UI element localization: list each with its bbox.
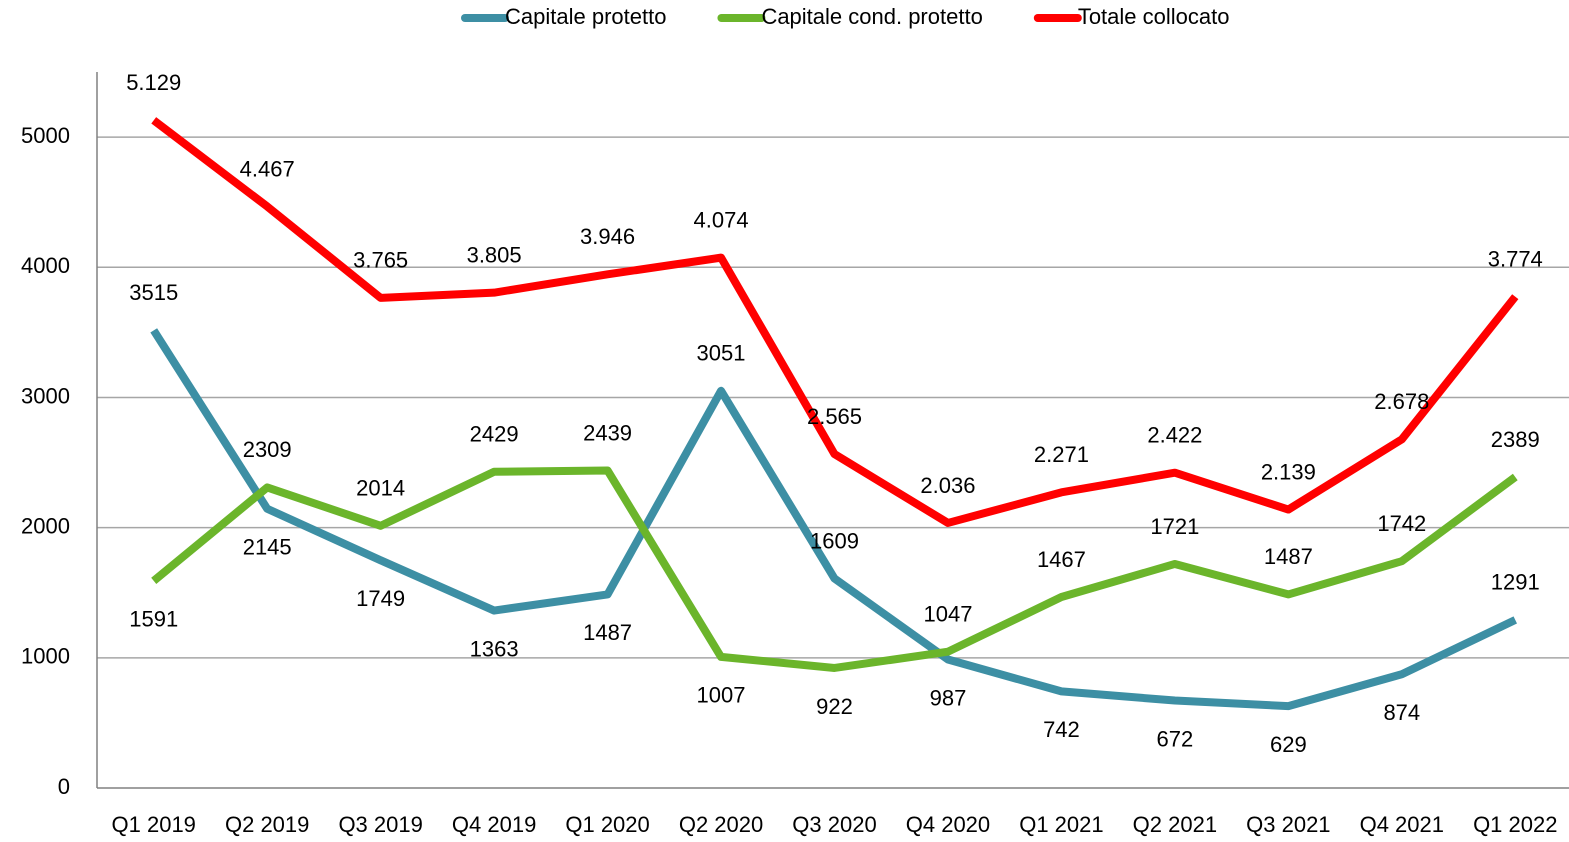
data-label: 1591 [129, 607, 178, 632]
data-label: 3.774 [1488, 247, 1543, 272]
x-tick-label: Q1 2019 [112, 812, 196, 837]
legend-label: Capitale protetto [505, 4, 666, 29]
legend-label: Capitale cond. protetto [761, 4, 982, 29]
series-line [151, 117, 1519, 527]
x-tick-label: Q3 2020 [792, 812, 876, 837]
data-label: 3515 [129, 280, 178, 305]
y-tick-label: 3000 [21, 383, 70, 408]
data-label: 1363 [470, 636, 519, 661]
data-label: 2.271 [1034, 442, 1089, 467]
x-tick-label: Q1 2021 [1019, 812, 1103, 837]
data-label: 3.946 [580, 224, 635, 249]
y-tick-label: 5000 [21, 123, 70, 148]
x-tick-label: Q2 2020 [679, 812, 763, 837]
series-line [150, 328, 1517, 711]
data-label: 1467 [1037, 547, 1086, 572]
x-tick-label: Q1 2020 [565, 812, 649, 837]
x-tick-label: Q3 2019 [338, 812, 422, 837]
data-label: 987 [930, 685, 967, 710]
data-label: 3.805 [467, 242, 522, 267]
data-label: 2.678 [1374, 389, 1429, 414]
data-label: 2389 [1491, 427, 1540, 452]
data-label: 1291 [1491, 570, 1540, 595]
data-label: 1047 [923, 602, 972, 627]
data-label: 5.129 [126, 70, 181, 95]
data-label: 2429 [470, 422, 519, 447]
data-label: 2439 [583, 420, 632, 445]
y-tick-label: 4000 [21, 253, 70, 278]
data-label: 2309 [243, 437, 292, 462]
data-label: 2014 [356, 476, 405, 501]
series-line [151, 466, 1518, 672]
data-label: 4.467 [240, 156, 295, 181]
data-label: 2.565 [807, 404, 862, 429]
data-label: 874 [1383, 700, 1420, 725]
data-label: 2.036 [920, 473, 975, 498]
data-label: 1487 [1264, 544, 1313, 569]
data-label: 1007 [697, 683, 746, 708]
x-tick-label: Q4 2019 [452, 812, 536, 837]
data-label: 2.422 [1147, 423, 1202, 448]
legend-label: Totale collocato [1078, 4, 1230, 29]
x-tick-label: Q1 2022 [1473, 812, 1557, 837]
x-tick-label: Q4 2020 [906, 812, 990, 837]
data-label: 1609 [810, 528, 859, 553]
data-label: 742 [1043, 717, 1080, 742]
data-label: 922 [816, 694, 853, 719]
x-tick-label: Q2 2021 [1133, 812, 1217, 837]
data-label: 1721 [1150, 514, 1199, 539]
y-tick-label: 1000 [21, 644, 70, 669]
data-label: 2145 [243, 535, 292, 560]
data-label: 1749 [356, 586, 405, 611]
x-tick-label: Q2 2019 [225, 812, 309, 837]
data-label: 2.139 [1261, 459, 1316, 484]
y-tick-label: 0 [58, 774, 70, 799]
data-label: 1487 [583, 620, 632, 645]
data-label: 1742 [1377, 511, 1426, 536]
data-label: 3.765 [353, 248, 408, 273]
data-label: 672 [1157, 726, 1194, 751]
x-tick-label: Q4 2021 [1360, 812, 1444, 837]
y-tick-label: 2000 [21, 513, 70, 538]
data-label: 4.074 [694, 207, 749, 232]
data-label: 3051 [697, 341, 746, 366]
data-label: 629 [1270, 732, 1307, 757]
x-tick-label: Q3 2021 [1246, 812, 1330, 837]
